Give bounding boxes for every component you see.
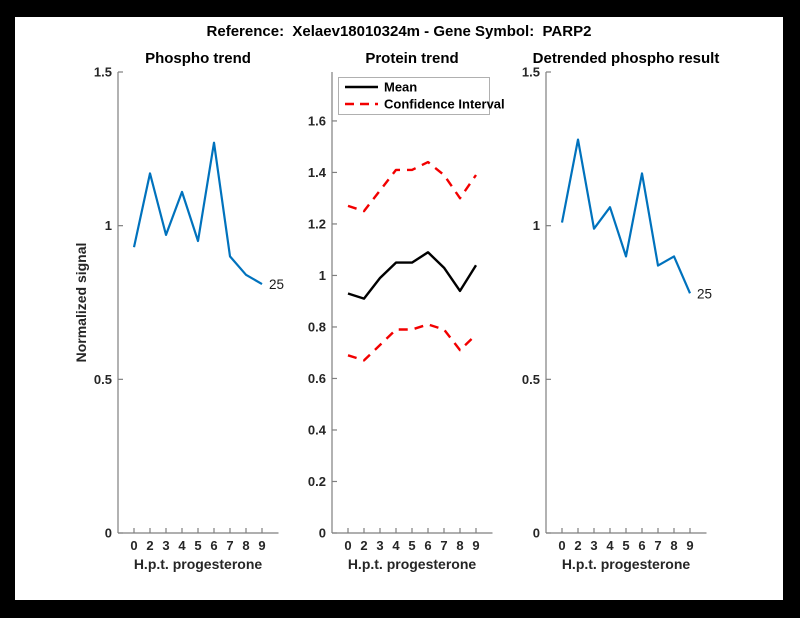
x-tick-label: 3 [162,538,169,553]
x-tick-label: 7 [226,538,233,553]
subplot-title: Detrended phospho result [533,52,720,67]
x-tick-label: 0 [130,538,137,553]
y-tick-label: 1 [319,268,326,283]
series-end-label: 25 [697,286,712,301]
x-tick-label: 0 [344,538,351,553]
x-tick-label: 7 [440,538,447,553]
x-tick-label: 3 [376,538,383,553]
y-tick-label: 1.2 [308,216,326,231]
x-tick-label: 4 [392,538,400,553]
y-tick-label: 1.6 [308,113,326,128]
y-tick-label: 1.4 [308,165,327,180]
x-tick-label: 6 [638,538,645,553]
figure-title: Reference: Xelaev18010324m - Gene Symbol… [206,23,592,40]
legend-entry-label: Mean [384,80,417,95]
legend-entry-label: Confidence Interval [384,97,505,112]
series-phospho-signal [132,141,263,286]
y-tick-label: 1.5 [522,65,540,80]
x-axis-label: H.p.t. progesterone [348,556,477,572]
x-tick-label: 8 [456,538,463,553]
matlab-figure: Reference: Xelaev18010324m - Gene Symbol… [15,17,783,600]
x-tick-label: 2 [146,538,153,553]
series-mean [347,251,478,300]
y-tick-label: 1 [533,218,540,233]
series-confidence-interval-lower [347,323,477,362]
y-tick-label: 0 [105,526,112,541]
subplot-title: Protein trend [365,52,458,67]
x-tick-label: 3 [590,538,597,553]
y-tick-label: 0.4 [308,422,327,437]
x-axis-label: H.p.t. progesterone [134,556,263,572]
x-tick-label: 9 [258,538,265,553]
subplot-title: Phospho trend [145,52,251,67]
y-axis-label: Normalized signal [73,243,89,363]
x-tick-label: 8 [670,538,677,553]
y-tick-label: 0.2 [308,474,326,489]
subplot-detrended-phospho: 0 0.5 1 1.5 0 2 3 4 5 6 7 8 9 Detrended phospho resul… [501,50,731,597]
legend: Mean Confidence Interval [338,77,505,115]
series-end-label: 25 [269,277,284,292]
x-tick-label: 5 [408,538,415,553]
y-tick-label: 1.5 [94,65,112,80]
x-tick-label: 5 [622,538,629,553]
x-tick-label: 7 [654,538,661,553]
x-tick-label: 2 [574,538,581,553]
x-tick-label: 9 [472,538,479,553]
y-tick-label: 0.6 [308,371,326,386]
x-tick-label: 6 [210,538,217,553]
chart-svg: 00.20.40.60.811.21.41.60 2 3 4 5 6 7 8 9Protein … [308,50,505,572]
series-confidence-interval-upper [347,160,477,213]
y-tick-label: 0 [319,526,326,541]
subplot-phospho-trend: 0 0.5 1 1.5 0 2 3 4 5 6 7 8 9 Phospho trend H.p.t. pro… [73,50,303,597]
x-tick-label: 5 [194,538,201,553]
x-tick-label: 6 [424,538,431,553]
series-detrended-phospho-signal [560,138,692,294]
y-tick-label: 0.5 [522,372,540,387]
x-tick-label: 4 [606,538,614,553]
x-tick-label: 4 [178,538,186,553]
legend-box [338,77,490,115]
y-tick-label: 0 [533,526,540,541]
subplot-protein-trend: 0 0.2 0.4 0.6 0.8 1 1.2 1.4 1.6 0 2 3 4 5 6 7 8 9 Protein … [287,50,517,597]
x-axis-label: H.p.t. progesterone [562,556,691,572]
x-tick-label: 2 [360,538,367,553]
x-tick-label: 8 [242,538,249,553]
y-tick-label: 0.5 [94,372,112,387]
y-tick-label: 1 [105,218,112,233]
y-tick-label: 0.8 [308,319,326,334]
x-tick-label: 0 [558,538,565,553]
x-tick-label: 9 [686,538,693,553]
